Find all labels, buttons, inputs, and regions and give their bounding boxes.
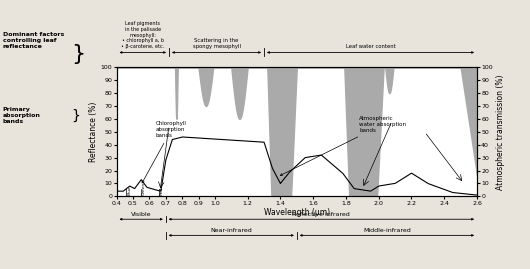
Y-axis label: Reflectance (%): Reflectance (%) (89, 102, 98, 162)
Text: }: } (72, 109, 81, 123)
Text: Atmospheric
water absorption
bands: Atmospheric water absorption bands (280, 116, 406, 175)
Text: Green: Green (142, 182, 146, 195)
Text: Red: Red (160, 187, 164, 195)
Text: Middle-infrared: Middle-infrared (363, 228, 411, 233)
Text: Leaf water content: Leaf water content (346, 44, 395, 49)
Text: Dominant factors
controlling leaf
reflectance: Dominant factors controlling leaf reflec… (3, 32, 64, 49)
Text: Scattering in the
spongy mesophyll: Scattering in the spongy mesophyll (192, 38, 241, 49)
Text: }: } (72, 44, 86, 64)
Text: Chlorophyll
absorption
bands: Chlorophyll absorption bands (142, 122, 187, 183)
Text: Leaf pigments
in the palisade
mesophyll:
• chlorophyll a, b
• β-carotene, etc.: Leaf pigments in the palisade mesophyll:… (121, 21, 164, 49)
Text: Visible: Visible (131, 211, 152, 217)
Text: Near-infrared: Near-infrared (210, 228, 252, 233)
Text: Reflective infrared: Reflective infrared (293, 211, 350, 217)
Text: Blue: Blue (127, 185, 131, 195)
Text: Primary
absorption
bands: Primary absorption bands (3, 107, 40, 124)
X-axis label: Wavelength (μm): Wavelength (μm) (264, 208, 330, 217)
Y-axis label: Atmospheric transmission (%): Atmospheric transmission (%) (496, 74, 505, 190)
